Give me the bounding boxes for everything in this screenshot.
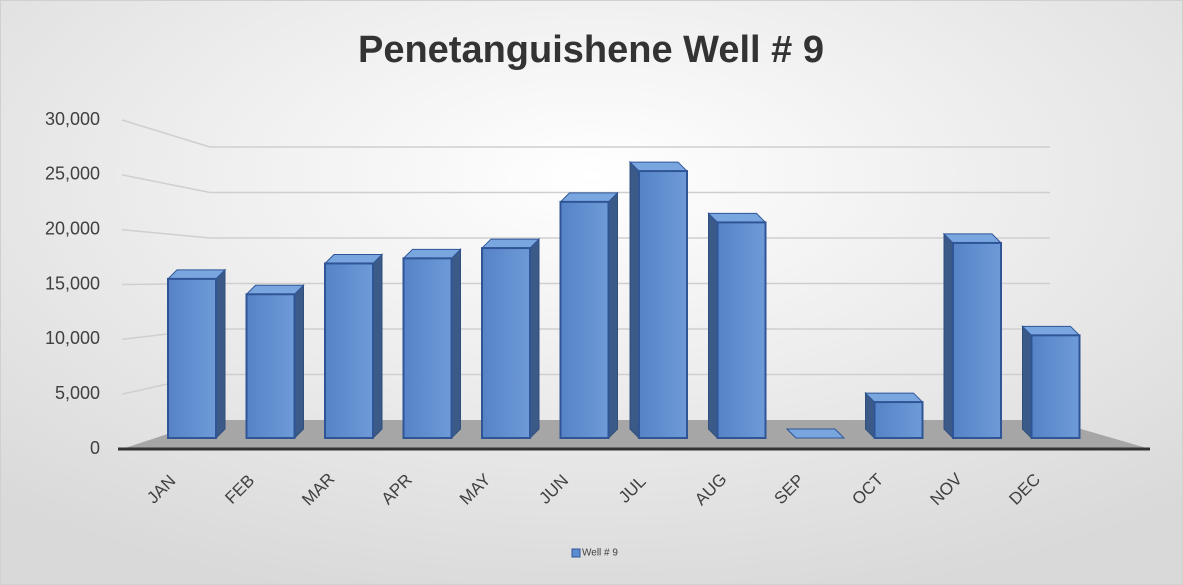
bar-side xyxy=(372,253,383,440)
bar-top xyxy=(628,161,689,172)
bar-top xyxy=(1021,325,1081,336)
bar xyxy=(324,262,374,440)
bar-side xyxy=(451,248,461,440)
bar-side xyxy=(294,284,304,440)
bar-top xyxy=(785,428,846,439)
grid-line-side xyxy=(121,174,211,194)
bar xyxy=(1030,334,1081,440)
bar-side xyxy=(629,160,640,440)
bar-top xyxy=(402,248,462,259)
bar-top xyxy=(323,253,384,264)
bar-top xyxy=(245,284,305,295)
grid-line-side xyxy=(121,119,211,148)
y-tick-label: 20,000 xyxy=(45,218,100,238)
y-tick-label: 30,000 xyxy=(45,109,100,129)
bar-side xyxy=(529,237,540,440)
bar xyxy=(402,257,453,440)
bar xyxy=(952,241,1002,439)
bar-side xyxy=(943,232,954,440)
bar-side xyxy=(708,212,718,440)
chart-title: Penetanguishene Well # 9 xyxy=(358,29,824,71)
legend-swatch xyxy=(571,548,581,558)
bar-top xyxy=(942,233,1003,244)
bar-top xyxy=(166,269,227,280)
y-tick-label: 0 xyxy=(90,438,100,458)
y-tick-label: 10,000 xyxy=(45,328,100,348)
bar-side xyxy=(1022,325,1032,440)
legend-label: Well # 9 xyxy=(582,548,618,559)
y-tick-label: 5,000 xyxy=(55,383,100,403)
bar xyxy=(716,221,767,439)
bar-top xyxy=(559,192,619,203)
bar xyxy=(873,401,924,440)
bar xyxy=(638,170,688,439)
grid-line-side xyxy=(121,228,211,239)
y-tick-label: 15,000 xyxy=(45,273,100,293)
bar xyxy=(481,247,531,439)
y-tick-label: 25,000 xyxy=(45,164,100,184)
bar-top xyxy=(707,212,767,223)
bar-top xyxy=(480,238,541,249)
bar xyxy=(245,293,296,439)
bar-side xyxy=(608,191,618,440)
bar xyxy=(559,200,610,439)
bar-side xyxy=(215,268,226,440)
bar xyxy=(167,277,217,439)
bar-top xyxy=(864,392,924,403)
